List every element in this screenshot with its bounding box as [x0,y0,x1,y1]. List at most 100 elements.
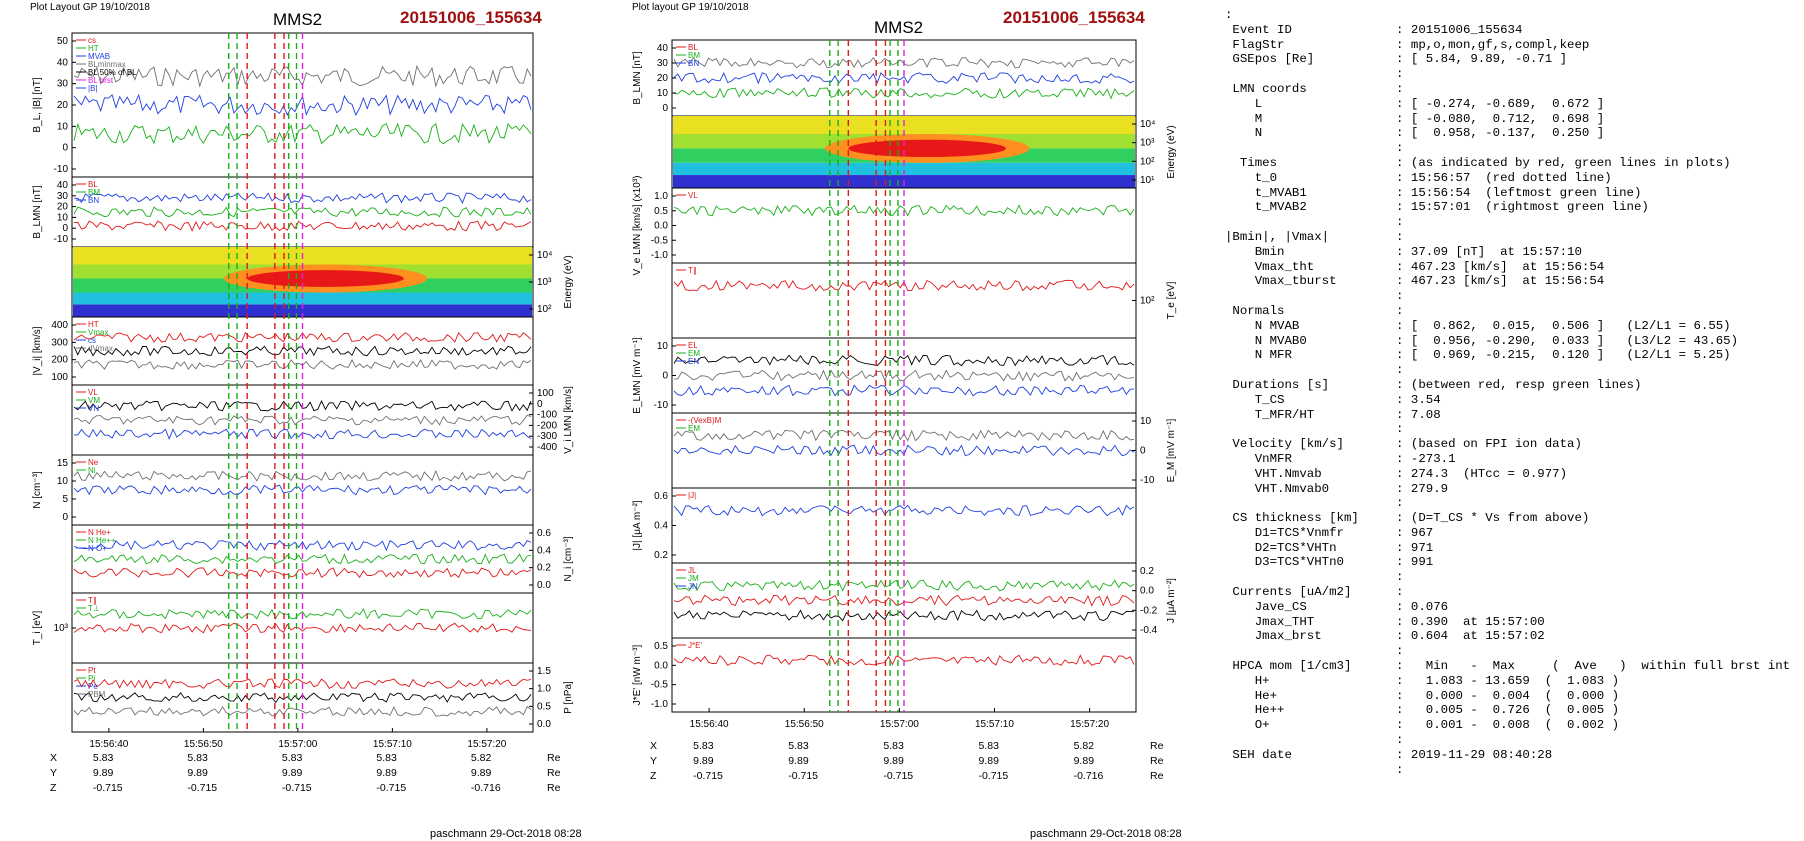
y-axis-label-right: T_e [eV] [1166,281,1177,319]
y-tick-label: 0.0 [654,221,668,232]
position-value: -0.715 [187,782,218,794]
y-tick-label: 10 [57,476,69,487]
y-tick-label: 10 [657,88,669,99]
summary-line: Vmax_tburst : 467.23 [km/s] at 15:56:54 [1225,274,1605,289]
series-line [73,469,532,482]
y-tick-label: 30 [657,58,669,69]
y-tick-label: 200 [51,355,68,366]
time-tick-label: 15:56:50 [184,739,223,750]
legend-label: BM [88,188,100,197]
y-tick-label: 50 [57,36,69,47]
position-value: 9.89 [788,755,809,767]
y-tick-label-right: 0.6 [537,528,551,539]
legend-label: PBM [88,690,106,699]
y-tick-label-right: 10³ [1140,138,1155,149]
position-value: 5.83 [92,752,114,764]
summary-line: Normals : [1225,303,1404,318]
legend-label: BL brst [88,76,114,85]
middle-position-table: X 5.83 5.83 5.83 5.83 5.82 Re Y 9.89 9.89 9.89 9.89… [600,740,1220,790]
y-tick-label-right: 10¹ [1140,175,1155,186]
plot-row: 10⁴ 10³ 10² 10¹ Energy (eV) [671,115,1177,189]
middle-plot-header: Plot layout GP 19/10/2018 [632,2,749,13]
legend-label: |B| [88,84,98,93]
summary-line: He+ : 0.000 - 0.004 ( 0.000 ) [1225,688,1620,703]
summary-line: |Bmin|, |Vmax| : [1225,229,1404,244]
y-tick-label: 40 [57,57,69,68]
middle-plot-footer: paschmann 29-Oct-2018 08:28 [1030,828,1182,840]
position-value: 5.83 [978,740,999,752]
y-tick-label-right: -100 [537,410,557,421]
spectrogram-hot-core [247,270,404,287]
legend-label: N He++ [88,536,116,545]
summary-line: HPCA mom [1/cm3] : Min - Max ( Ave ) wit… [1225,659,1791,674]
summary-line: Currents [uA/m2] : [1225,585,1404,600]
y-tick-label: 20 [57,100,69,111]
summary-line: H+ : 1.083 - 13.659 ( 1.083 ) [1225,673,1620,688]
y-axis-label: B_L, |B| [nT] [32,77,43,132]
legend-label: EM [688,424,700,433]
plot-row: 10 0 -10 E_M [mV m⁻¹] -(VexB)MEM [671,412,1177,489]
y-tick-label-right: 10² [1140,156,1155,167]
summary-line: Bmin : 37.09 [nT] at 15:57:10 [1225,244,1582,259]
spectrogram-hot-core [848,139,1007,158]
legend-label: T⊥ [88,604,100,613]
position-row: Z -0.715 -0.715 -0.715 -0.715 -0.716 Re [600,770,1220,784]
summary-line: VnMFR : -273.1 [1225,451,1456,466]
position-label: Z [650,770,657,782]
legend-label: J*E' [688,641,702,650]
y-tick-label-right: 0 [537,399,543,410]
legend-label: MVAB [88,52,110,61]
position-value: -0.716 [470,782,501,794]
series-line [73,608,532,620]
legend-label: N O+ [88,544,107,553]
middle-event-id: 20151006_155634 [1003,8,1145,27]
y-tick-label-right: 1.5 [537,666,551,677]
position-value: 9.89 [1073,755,1095,767]
y-axis-label-right: Energy (eV) [1166,125,1177,178]
y-tick-label-right: 10³ [537,277,552,288]
position-row: Y 9.89 9.89 9.89 9.89 9.89 Re [0,767,600,781]
summary-line: T_MFR/HT : 7.08 [1225,407,1441,422]
y-axis-label: E_LMN [mV m⁻¹] [632,337,643,414]
y-tick-label-right: -200 [537,420,557,431]
position-value: 5.83 [883,740,904,752]
y-tick-label: 10 [657,341,669,352]
y-tick-label: 40 [657,43,669,54]
series-line [673,204,1135,217]
y-axis-label: B_LMN [nT] [32,185,43,239]
y-tick-label-right: 0.0 [537,719,551,730]
y-tick-label: 400 [51,320,68,331]
y-tick-label: 15 [57,458,69,469]
summary-line: Vmax_tht : 467.23 [km/s] at 15:56:54 [1225,259,1605,274]
summary-line: VHT.Nmvab0 : 279.9 [1225,481,1449,496]
position-value: 9.89 [187,767,208,779]
y-tick-label-right: 10² [537,304,552,315]
position-value: 9.89 [92,767,114,779]
position-value: -0.716 [1073,770,1104,782]
time-tick-label: 15:56:40 [89,739,128,750]
plot-row: 10⁴ 10³ 10² Energy (eV) [71,246,574,318]
summary-line: LMN coords : [1225,81,1404,96]
legend-label: BN [688,59,699,68]
y-axis-label-right: P [nPa] [563,681,574,714]
summary-line: D1=TCS*Vnmfr : 967 [1225,525,1434,540]
plot-row: 0.6 0.4 0.2 0.0 N_i [cm⁻³] N He+N He++N O+ [71,524,574,594]
summary-line: O+ : 0.001 - 0.008 ( 0.002 ) [1225,718,1620,733]
legend-label: JL [688,566,697,575]
position-unit: Re [547,752,561,764]
summary-line: T_CS : 3.54 [1225,392,1441,407]
position-row: X 5.83 5.83 5.83 5.83 5.82 Re [0,752,600,766]
y-tick-label: -0.5 [651,235,669,246]
summary-line: t_0 : 15:56:57 (red dotted line) [1225,170,1612,185]
y-tick-label: 0.2 [654,550,668,561]
summary-line: D3=TCS*VHTn0 : 991 [1225,555,1434,570]
y-tick-label: 0.4 [654,521,668,532]
plot-row: 1.0 0.5 0.0 -0.5 -1.0 V_e LMN [km/s] (x10³) VL [632,175,1137,276]
plot-row: 50 40 30 20 10 0 -10 B_L, |B| [nT] csHTMVABBLmin… [32,32,534,178]
series-line [73,414,532,426]
